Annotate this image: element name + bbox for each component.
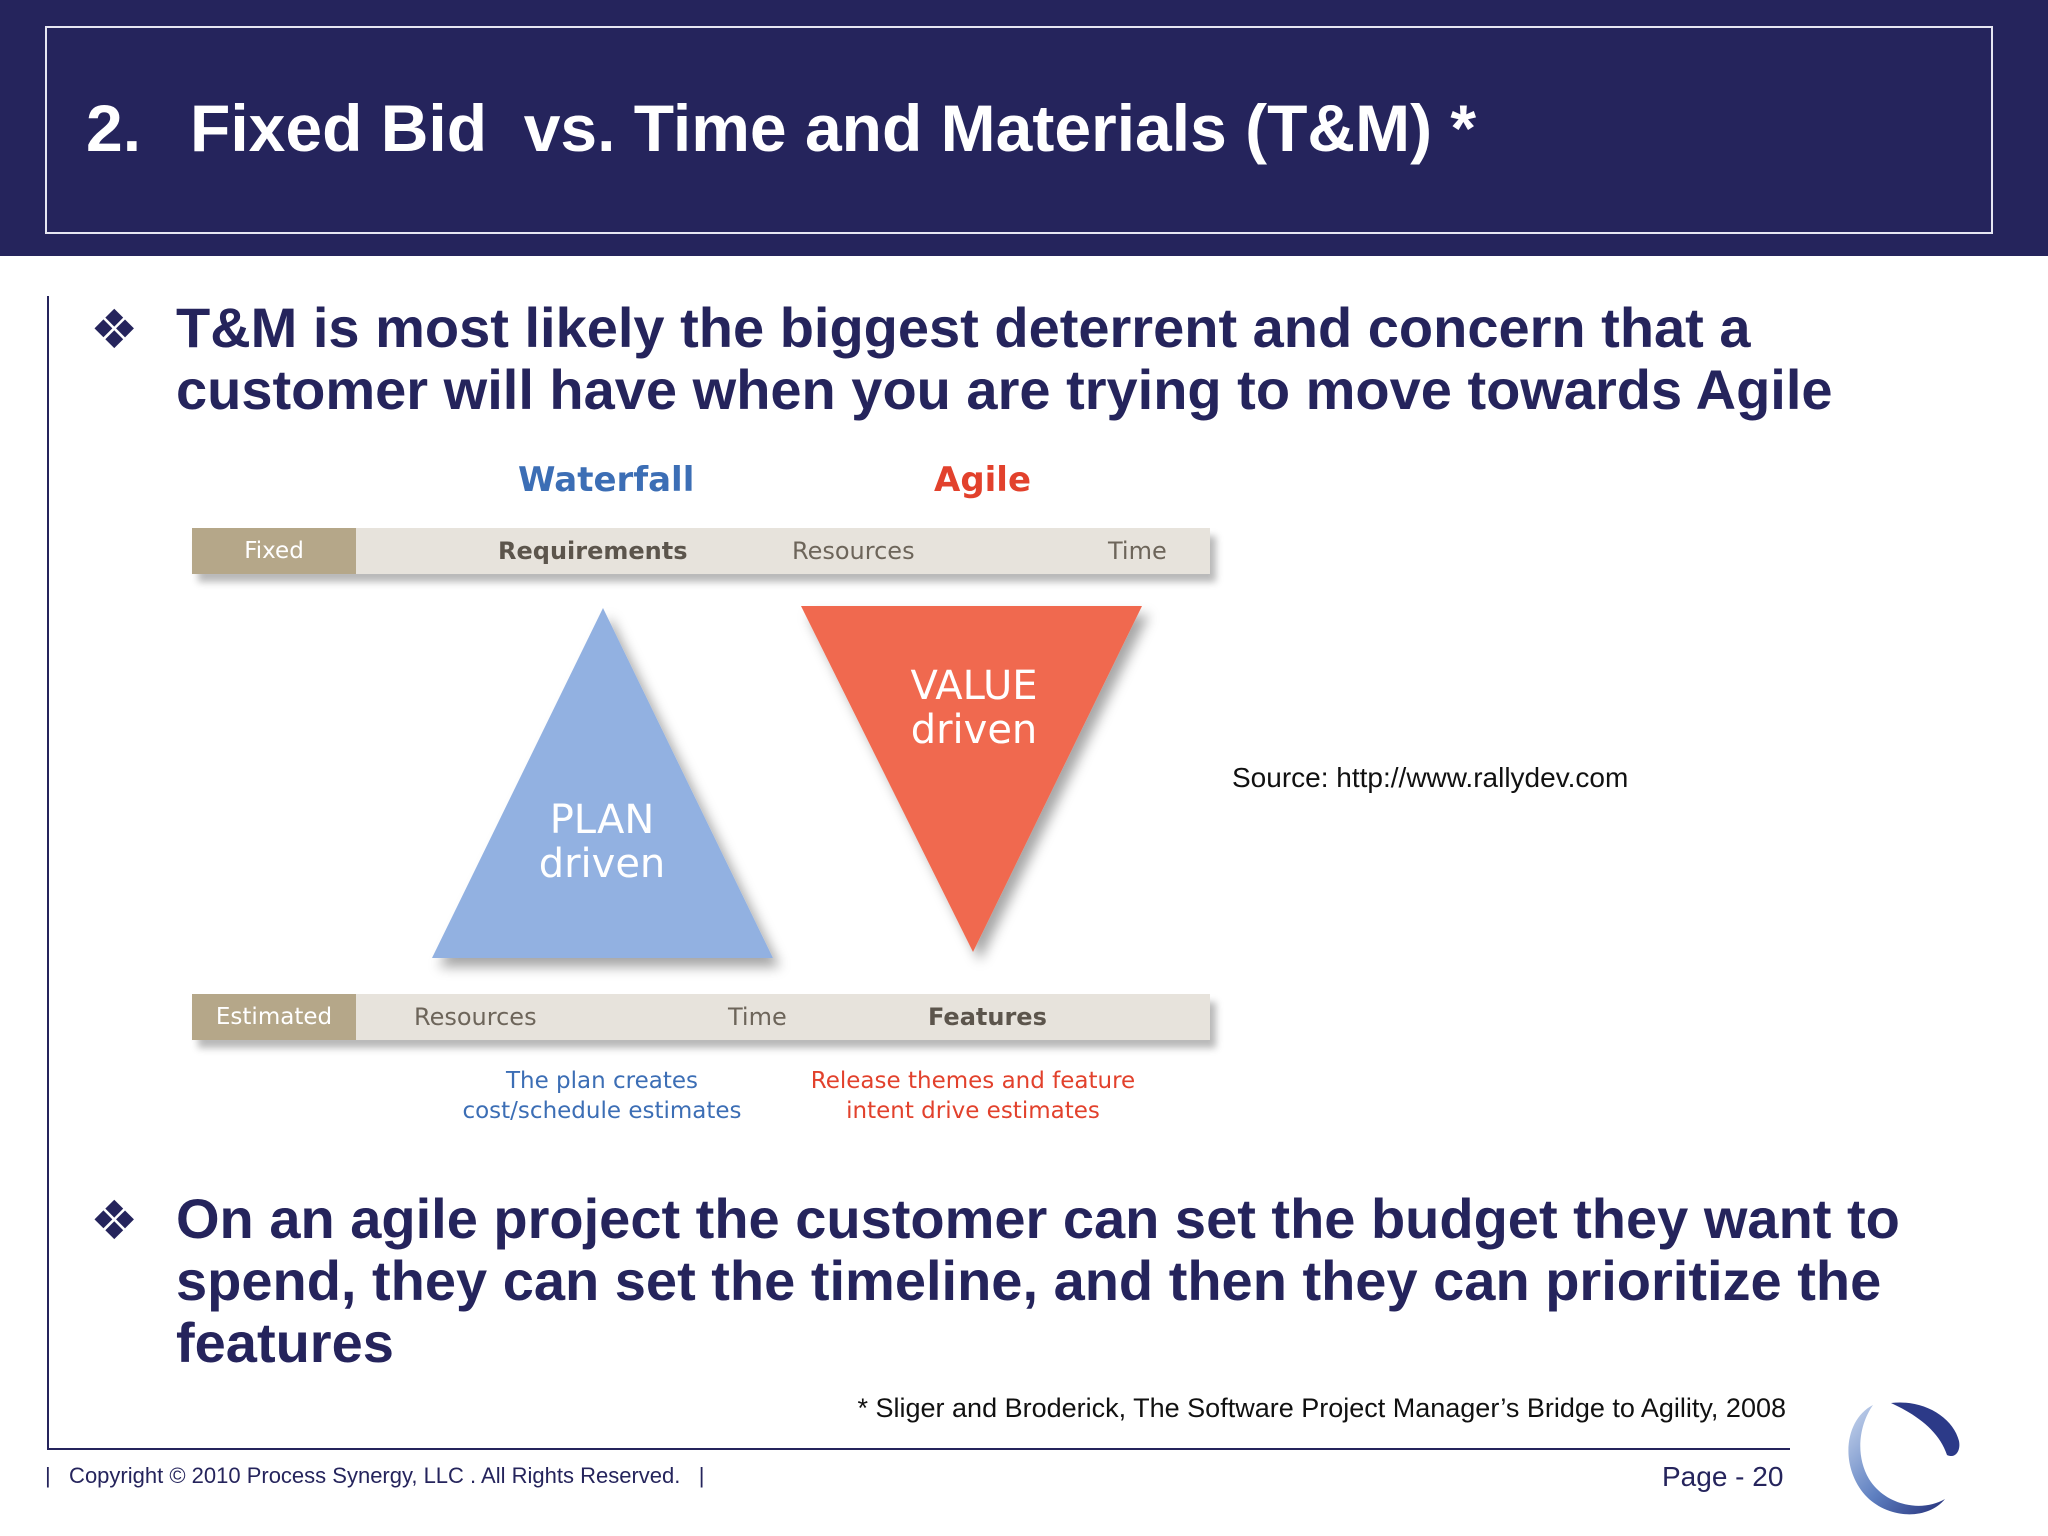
estimated-time: Time — [728, 1003, 787, 1031]
fixed-bar: Fixed Requirements Resources Time — [192, 528, 1210, 574]
bullet-2-line-1: On an agile project the customer can set… — [176, 1187, 1900, 1250]
estimated-resources: Resources — [414, 1003, 537, 1031]
triangles-graphic — [432, 606, 1142, 958]
bullet-2-line-2: spend, they can set the timeline, and th… — [176, 1249, 1882, 1312]
company-logo-icon — [1848, 1402, 1960, 1515]
agile-caption: Release themes and feature intent drive … — [800, 1066, 1146, 1126]
copyright-notice: | Copyright © 2010 Process Synergy, LLC … — [45, 1463, 705, 1488]
value-label: VALUE driven — [874, 664, 1074, 752]
waterfall-heading: Waterfall — [518, 460, 695, 500]
source-note: Source: http://www.rallydev.com — [1232, 762, 1629, 793]
bullet-1-line-2: customer will have when you are trying t… — [176, 358, 1833, 421]
waterfall-caption-line-1: The plan creates — [505, 1068, 699, 1094]
bottom-rule — [47, 1448, 1790, 1450]
agile-caption-line-2: intent drive estimates — [846, 1098, 1100, 1124]
value-driven-triangle — [801, 606, 1142, 952]
bullet-diamond-icon: ❖ — [90, 298, 139, 361]
bullet-diamond-icon: ❖ — [90, 1189, 139, 1252]
plan-label-line-1: PLAN — [549, 797, 655, 843]
agile-caption-line-1: Release themes and feature — [810, 1068, 1136, 1094]
fixed-resources: Resources — [792, 537, 915, 565]
waterfall-caption: The plan creates cost/schedule estimates — [442, 1066, 762, 1126]
left-rule — [47, 296, 49, 1449]
value-label-line-1: VALUE — [910, 663, 1038, 709]
fixed-time: Time — [1108, 537, 1167, 565]
bullet-2-line-3: features — [176, 1311, 394, 1374]
fixed-tag: Fixed — [192, 528, 356, 574]
title-band — [0, 0, 2048, 256]
waterfall-caption-line-2: cost/schedule estimates — [462, 1098, 742, 1124]
value-label-line-2: driven — [910, 707, 1038, 753]
waterfall-vs-agile-diagram: Waterfall Agile Fixed Requirements Resou… — [180, 450, 1240, 1140]
bullet-1-line-1: T&M is most likely the biggest deterrent… — [176, 296, 1751, 359]
plan-label-line-2: driven — [538, 841, 666, 887]
plan-driven-triangle — [432, 608, 773, 958]
page-number: Page - 20 — [1662, 1461, 1784, 1492]
estimated-tag: Estimated — [192, 994, 356, 1040]
estimated-bar: Estimated Resources Time Features — [192, 994, 1210, 1040]
citation: * Sliger and Broderick, The Software Pro… — [857, 1393, 1787, 1423]
plan-label: PLAN driven — [502, 798, 702, 886]
slide-number: 2. — [86, 91, 142, 165]
agile-heading: Agile — [934, 460, 1032, 500]
slide-title: Fixed Bid vs. Time and Materials (T&M) * — [190, 91, 1477, 165]
fixed-requirements: Requirements — [498, 537, 688, 565]
estimated-features: Features — [928, 1003, 1047, 1031]
title-frame — [45, 26, 1993, 234]
